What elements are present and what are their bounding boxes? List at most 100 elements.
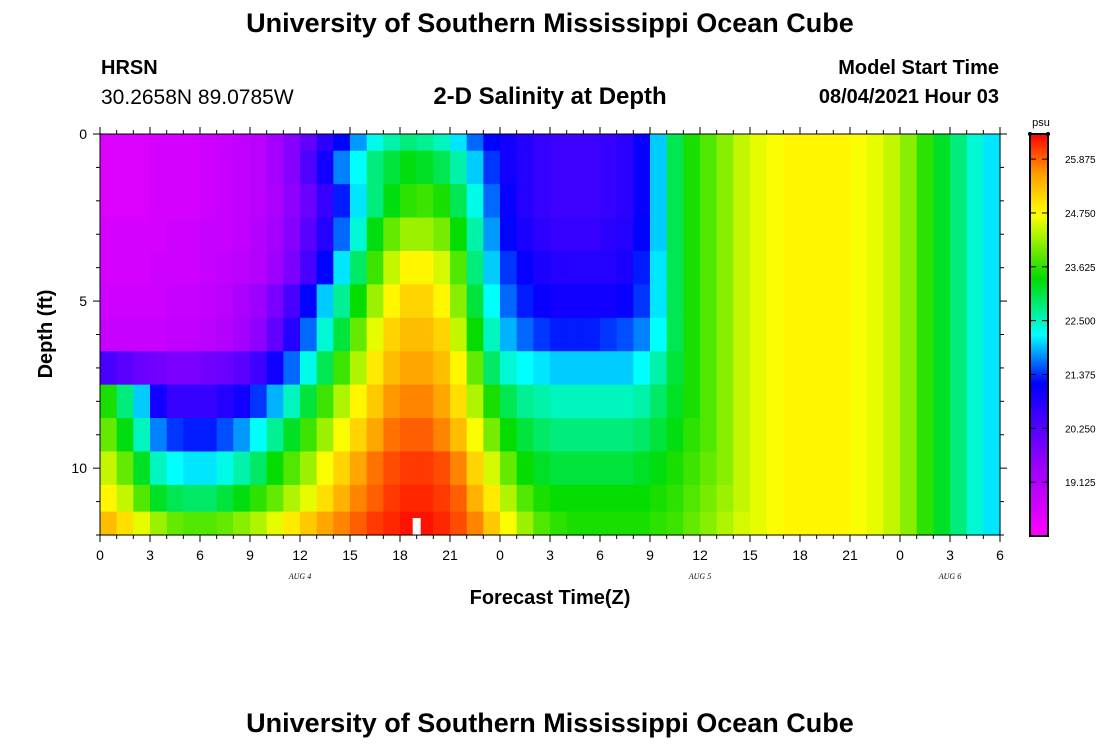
plot-title: 2-D Salinity at Depth [433,83,667,110]
heatmap-cell [183,351,201,386]
heatmap-cell [883,250,901,285]
heatmap-cell [633,451,651,486]
heatmap-cell [933,217,951,252]
heatmap-cell [100,217,118,252]
heatmap-cell [783,284,801,319]
heatmap-cell [616,451,634,486]
heatmap-cell [683,184,701,219]
heatmap-cell [250,511,268,536]
heatmap-cell [133,484,151,513]
heatmap-cell [100,351,118,386]
heatmap-cell [166,351,184,386]
heatmap-cell [100,134,118,152]
heatmap-cell [383,217,401,252]
heatmap-cell [966,418,984,453]
heatmap-cell [833,134,851,152]
heatmap-cell [716,317,734,352]
y-tick-label: 0 [79,126,87,142]
heatmap-cell [716,384,734,419]
heatmap-cell [216,351,234,386]
heatmap-cell [250,150,268,185]
heatmap-cell [816,384,834,419]
heatmap-cell [400,150,418,185]
heatmap-cell [183,484,201,513]
heatmap-cell [483,250,501,285]
heatmap-cell [683,511,701,536]
heatmap-cell [533,250,551,285]
heatmap-cell [383,317,401,352]
heatmap-cell [933,384,951,419]
heatmap-cell [750,134,768,152]
heatmap-cell [800,484,818,513]
heatmap-cell [700,418,718,453]
heatmap-cell [916,484,934,513]
heatmap-cell [566,134,584,152]
heatmap-cell [433,384,451,419]
heatmap-cell [450,317,468,352]
heatmap-cell [366,384,384,419]
heatmap-cell [233,384,251,419]
heatmap-cell [950,511,968,536]
x-tick-label: 15 [742,547,758,563]
heatmap-cell [100,511,118,536]
heatmap-cell [266,418,284,453]
heatmap-cell [183,418,201,453]
heatmap-cell [433,511,451,536]
heatmap-cell [783,134,801,152]
heatmap-cell [850,451,868,486]
x-date-label: AUG 4 [288,572,311,581]
heatmap-cell [333,284,351,319]
heatmap-cell [583,511,601,536]
heatmap-cell [650,418,668,453]
heatmap-cell [983,134,1001,152]
heatmap-cell [383,284,401,319]
heatmap-cell [850,418,868,453]
heatmap-cell [316,317,334,352]
heatmap-cell [516,484,534,513]
heatmap-cell [383,418,401,453]
station-name: HRSN [101,57,158,79]
heatmap-cell [633,217,651,252]
heatmap-cell [316,484,334,513]
heatmap-cell [483,384,501,419]
heatmap-cell [333,217,351,252]
x-tick-label: 0 [96,547,104,563]
heatmap-cell [350,250,368,285]
x-axis: 0 3 6 9 12 15 18 21 0 3 6 9 12 15 18 21 0 3 6 AUG 4 AUG 5 AUG… [96,127,1004,581]
heatmap-cell [566,217,584,252]
heatmap-cell [250,217,268,252]
heatmap-cell [283,351,301,386]
heatmap-cell [950,384,968,419]
heatmap-cell [550,284,568,319]
heatmap-cell [983,250,1001,285]
heatmap-cell [950,150,968,185]
heatmap-cell [750,250,768,285]
heatmap-cell [183,250,201,285]
heatmap-cell [150,484,168,513]
heatmap-cell [800,184,818,219]
heatmap-cell [333,484,351,513]
heatmap-cell [933,150,951,185]
heatmap-cell [533,511,551,536]
heatmap-cell [250,250,268,285]
heatmap-cell [200,317,218,352]
heatmap-cell [600,451,618,486]
heatmap-cell [250,284,268,319]
heatmap-cell [916,184,934,219]
x-tick-label: 6 [596,547,604,563]
heatmap-cell [716,351,734,386]
heatmap-cell [216,250,234,285]
heatmap-cell [750,184,768,219]
heatmap-cell [150,217,168,252]
heatmap-cell [583,384,601,419]
heatmap-cell [633,351,651,386]
heatmap-cell [500,150,518,185]
heatmap-cell [366,250,384,285]
heatmap-cell [150,250,168,285]
heatmap-cells [100,134,1001,536]
heatmap-cell [316,284,334,319]
heatmap-cell [300,150,318,185]
heatmap-cell [433,317,451,352]
y-axis: 0 5 10 [71,126,1007,536]
heatmap-cell [200,250,218,285]
